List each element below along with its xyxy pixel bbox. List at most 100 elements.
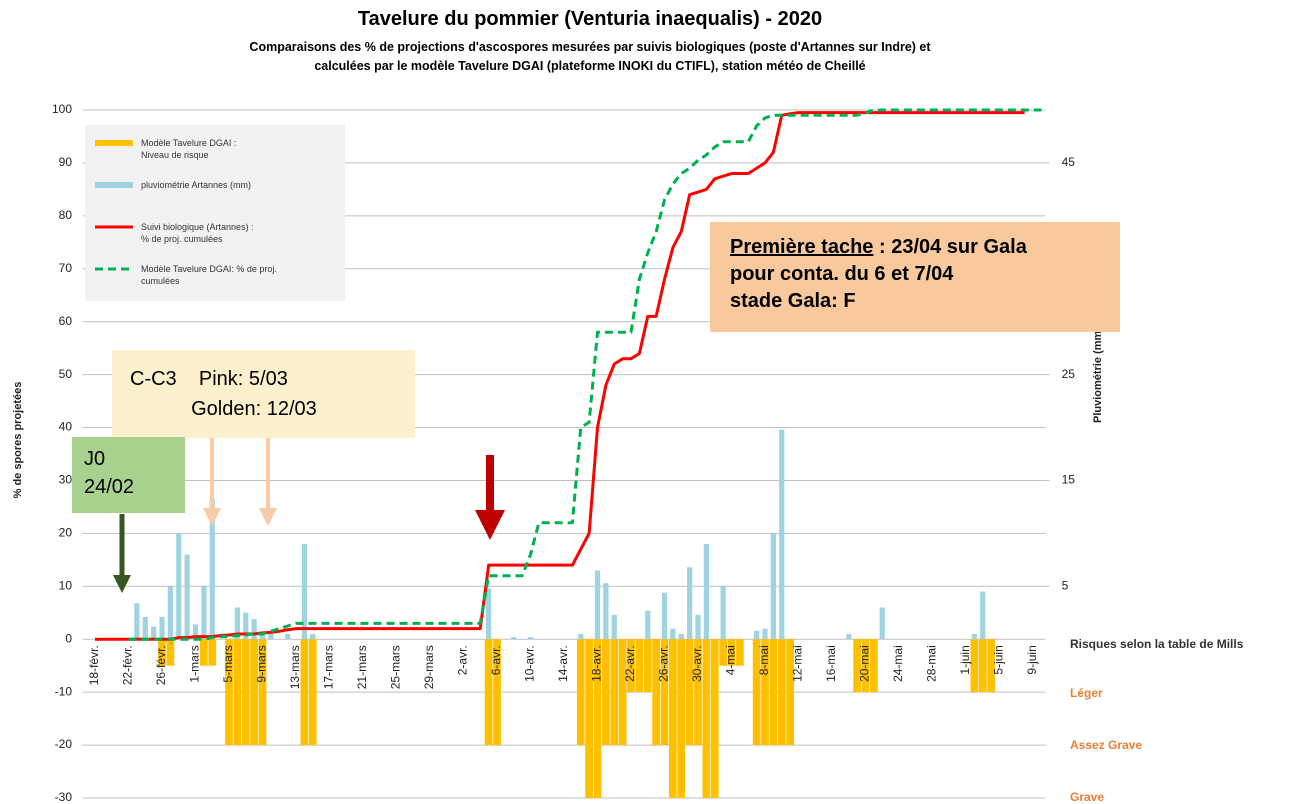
y-tick-label: -20 xyxy=(55,737,73,751)
legend-swatch xyxy=(95,225,133,229)
bar xyxy=(610,639,619,746)
bar xyxy=(142,617,148,640)
bar xyxy=(978,639,987,693)
bar xyxy=(166,639,175,666)
bar xyxy=(660,639,669,746)
bar xyxy=(870,639,878,693)
bar xyxy=(719,639,727,666)
arrow-head xyxy=(475,510,505,540)
annotation: Première tache : 23/04 sur Gala pour con… xyxy=(710,222,1120,332)
bar xyxy=(710,639,719,798)
bar xyxy=(151,626,157,640)
bar xyxy=(702,639,711,798)
bar xyxy=(687,567,693,640)
x-tick-label: 22-avr. xyxy=(623,645,637,682)
bar xyxy=(208,639,217,666)
x-tick-label: 28-mai xyxy=(925,645,939,682)
bar xyxy=(209,498,215,640)
x-tick-label: 6-avr. xyxy=(489,645,503,675)
bar xyxy=(677,639,686,798)
bar xyxy=(484,639,493,746)
y-tick-label: 50 xyxy=(59,367,73,381)
bar xyxy=(167,586,173,640)
x-tick-label: 14-avr. xyxy=(556,645,570,682)
x-tick-label: 16-mai xyxy=(824,645,838,682)
x-tick-label: 9-mars xyxy=(255,645,269,682)
legend-label: Suivi biologique (Artannes) : % de proj.… xyxy=(141,222,254,244)
risk-level: Grave xyxy=(1070,790,1105,804)
bar xyxy=(176,533,182,640)
legend-swatch xyxy=(95,140,133,146)
y-tick-label: 90 xyxy=(59,155,73,169)
bar xyxy=(578,633,584,640)
y2-axis-label: Pluviométrie (mm) xyxy=(1092,327,1104,423)
bar xyxy=(243,612,249,640)
x-tick-label: 1-mars xyxy=(188,645,202,682)
bar xyxy=(285,633,291,640)
bar xyxy=(308,639,317,746)
bar xyxy=(241,639,250,746)
bar xyxy=(618,639,627,746)
legend-label: Modèle Tavelure DGAI : Niveau de risque xyxy=(141,138,237,160)
bar xyxy=(736,639,744,666)
x-tick-label: 26-févr. xyxy=(154,645,168,685)
bar xyxy=(779,429,785,640)
legend-item: Modèle Tavelure DGAI: % de proj. cumulée… xyxy=(95,263,277,287)
bar xyxy=(761,639,769,746)
x-tick-label: 4-mai xyxy=(724,645,738,675)
bar xyxy=(754,630,760,640)
bar xyxy=(695,614,701,640)
x-tick-label: 18-avr. xyxy=(590,645,604,682)
legend-label: pluviométrie Artannes (mm) xyxy=(141,180,252,190)
y-tick-label: 30 xyxy=(59,473,73,487)
bar xyxy=(635,639,644,693)
bar xyxy=(727,639,736,666)
bar xyxy=(200,639,208,666)
y-tick-label: 100 xyxy=(52,102,72,116)
bar xyxy=(770,533,776,640)
bar xyxy=(593,639,602,798)
bar xyxy=(184,554,190,640)
x-tick-label: 5-juin xyxy=(992,645,1006,674)
annotation: C-C3 Pink: 5/03 Golden: 12/03 xyxy=(112,350,415,438)
x-tick-label: 20-mai xyxy=(858,645,872,682)
x-tick-label: 29-mars xyxy=(422,645,436,689)
bar xyxy=(970,639,979,693)
bar xyxy=(158,639,166,666)
bar xyxy=(225,639,233,746)
x-tick-label: 18-févr. xyxy=(87,645,101,685)
legend-label: Modèle Tavelure DGAI: % de proj. cumulée… xyxy=(141,264,277,286)
bar xyxy=(527,637,534,640)
y-tick-label: 40 xyxy=(59,420,73,434)
bar xyxy=(611,614,617,640)
bar xyxy=(234,607,240,640)
x-tick-label: 30-avr. xyxy=(690,645,704,682)
bar xyxy=(669,639,677,798)
annotation-text: : 23/04 sur Gala pour conta. du 6 et 7/0… xyxy=(730,236,1027,312)
x-tick-label: 13-mars xyxy=(288,645,302,689)
risk-scale-title: Risques selon la table de Mills xyxy=(1070,637,1244,651)
x-tick-label: 25-mars xyxy=(389,645,403,689)
risk-level: Assez Grave xyxy=(1070,738,1143,752)
arrows xyxy=(113,438,505,593)
legend-item: Modèle Tavelure DGAI : Niveau de risque xyxy=(95,137,236,161)
y-tick-label: -10 xyxy=(55,684,73,698)
y-tick-label: 60 xyxy=(59,314,73,328)
x-tick-label: 17-mars xyxy=(322,645,336,689)
x-tick-label: 8-mai xyxy=(757,645,771,675)
x-tick-label: 5-mars xyxy=(221,645,235,682)
bar xyxy=(786,639,794,746)
bar xyxy=(627,639,635,693)
legend-swatch xyxy=(95,267,133,271)
x-tick-label: 1-juin xyxy=(958,645,972,674)
bar xyxy=(762,628,768,640)
bar xyxy=(853,639,861,693)
bar xyxy=(576,639,585,746)
bar xyxy=(777,639,786,746)
bar xyxy=(879,607,885,640)
bar xyxy=(159,617,165,640)
bar xyxy=(678,633,684,640)
y2-tick-label: 25 xyxy=(1062,367,1076,381)
bar xyxy=(643,639,652,693)
